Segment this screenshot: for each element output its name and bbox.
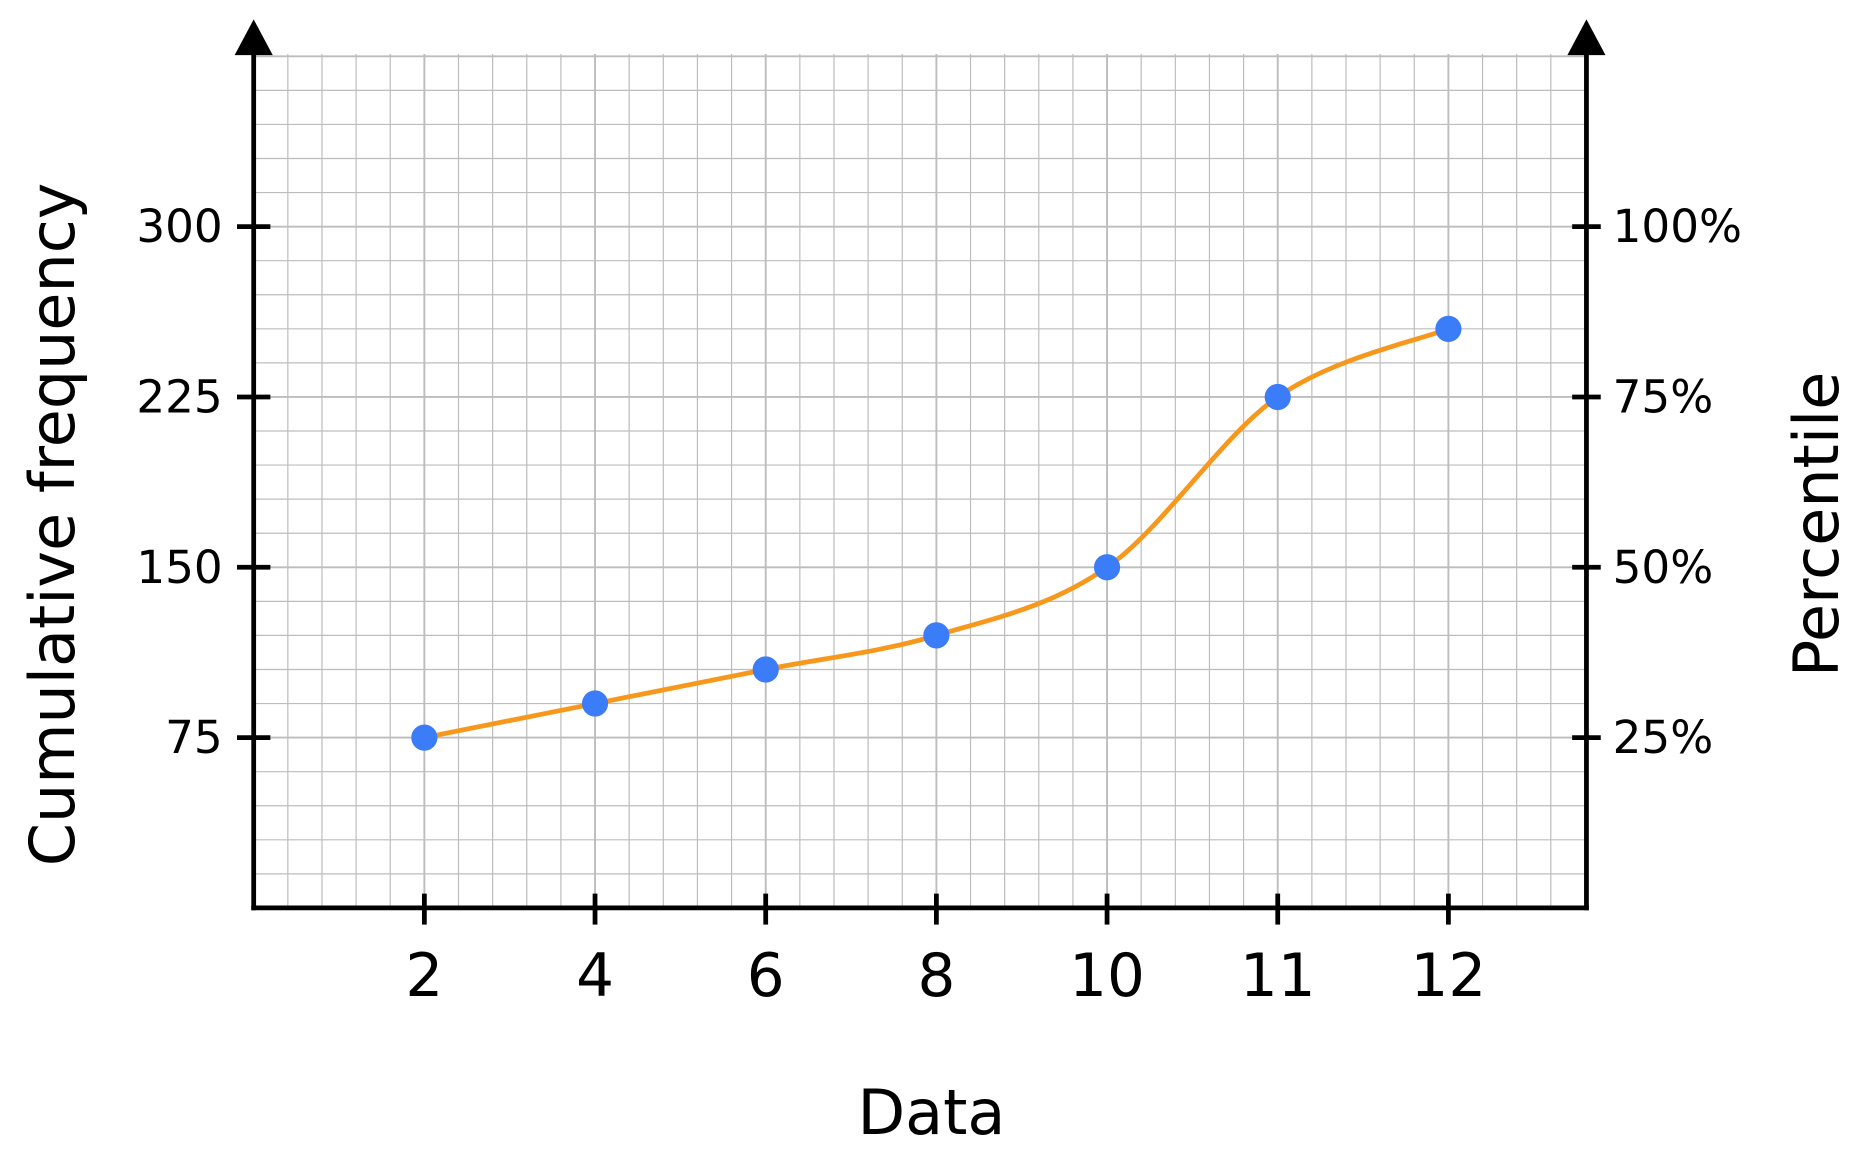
data-point: [1435, 315, 1462, 342]
x-tick-label: 2: [405, 942, 443, 1011]
x-tick-label: 8: [917, 942, 955, 1011]
y-tick-label: 300: [136, 200, 222, 253]
axes: [234, 19, 1606, 911]
data-point: [411, 724, 438, 751]
x-tick-label: 6: [747, 942, 785, 1011]
data-point: [1093, 554, 1121, 581]
right-y-tick-label: 25%: [1613, 711, 1714, 764]
y-tick-label: 225: [136, 370, 222, 423]
data-point: [581, 690, 609, 717]
x-axis-label: Data: [857, 1077, 1005, 1149]
right-y-tick-label: 100%: [1613, 200, 1742, 253]
y-tick-label: 150: [136, 541, 222, 594]
data-point: [752, 656, 779, 683]
right-axis-arrow-icon: [1567, 19, 1606, 56]
y-axis-label: Cumulative frequency: [17, 183, 89, 867]
x-tick-label: 12: [1411, 942, 1487, 1011]
y-ticks: 75 25% 150 50% 225 75% 300 100%: [136, 200, 1742, 764]
right-y-tick-label: 50%: [1613, 541, 1714, 594]
x-tick-label: 10: [1069, 942, 1145, 1011]
data-point: [923, 622, 950, 649]
data-points: [411, 315, 1462, 751]
x-tick-label: 4: [576, 942, 614, 1011]
right-y-tick-label: 75%: [1613, 370, 1714, 423]
data-point: [1264, 383, 1291, 411]
grid: [252, 53, 1587, 909]
x-ticks: 2 4 6 8 10 11 12: [405, 893, 1487, 1011]
y-tick-label: 75: [165, 711, 223, 764]
x-tick-label: 11: [1240, 942, 1316, 1011]
right-y-axis-label: Percentile: [1781, 372, 1853, 677]
left-axis-arrow-icon: [234, 19, 273, 56]
